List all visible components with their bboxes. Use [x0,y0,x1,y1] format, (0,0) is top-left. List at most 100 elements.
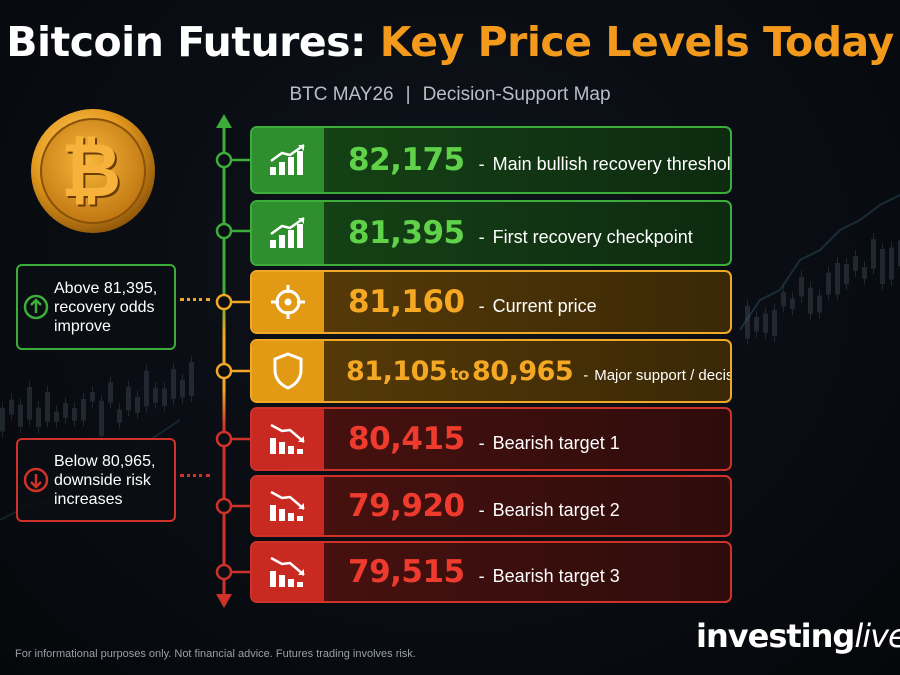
level-dash: - [478,566,485,586]
level-label: Bearish target 1 [492,433,620,453]
page-title: Bitcoin Futures: Key Price Levels Today [0,18,900,66]
connector-dots-down [180,474,210,477]
level-price: 82,175 [348,142,465,178]
page-subtitle: BTC MAY26 | Decision-Support Map [0,84,900,106]
level-label: Current price [492,296,597,316]
level-dash: - [478,296,485,316]
bg-candle [0,407,5,432]
bg-candle [45,391,50,422]
bg-candle [745,305,750,339]
support-price-to: to [450,364,470,385]
bg-candle [889,247,894,280]
arrow-down-circle-icon [18,467,54,493]
bg-candle [117,409,122,423]
note-below-level: Below 80,965, downside risk increases [16,438,176,522]
level-price: 81,160 [348,284,465,320]
trend-up-icon [252,202,324,264]
bg-candle [81,398,86,421]
level-row-bearish-1: 80,415 - Bearish target 1 [250,407,732,471]
level-price: 79,920 [348,488,465,524]
level-row-bearish-2: 79,920 - Bearish target 2 [250,475,732,537]
arrow-up-circle-icon [18,294,54,320]
level-dash: - [583,366,589,384]
bg-candle [72,408,77,421]
bg-candle [799,276,804,297]
subtitle-separator: | [405,84,411,105]
bg-candle [63,403,68,418]
axis-node [215,497,233,515]
bg-candle [835,262,840,295]
note-above-text: Above 81,395, recovery odds improve [54,279,158,335]
bg-candle [898,240,900,267]
support-price-low: 81,105 [346,355,448,387]
trend-down-icon [252,477,324,535]
axis-node [215,151,233,169]
bg-candle [9,399,14,415]
bg-candle [826,272,831,295]
bg-candle [27,387,32,420]
bg-candle [880,248,885,285]
bg-candle [189,362,194,397]
title-main: Bitcoin Futures: [6,18,366,66]
level-price: 80,415 [348,421,465,457]
brand-logo: investinglive [696,617,900,655]
axis-node [215,293,233,311]
bg-candle [844,263,849,285]
axis-node [215,430,233,448]
bg-candle [144,370,149,407]
axis-node [215,222,233,240]
bg-candle [754,316,759,332]
bg-candle [808,287,813,314]
bg-candle [36,407,41,428]
axis-node [215,362,233,380]
level-label: Main bullish recovery threshold [492,154,732,174]
level-label: Major support / decision zone [594,366,730,384]
bg-candle [90,392,95,402]
connector-dots-up [180,298,210,301]
level-axis [215,114,250,608]
bg-candle [99,400,104,436]
svg-text:₿: ₿ [61,128,121,214]
level-price: 79,515 [348,554,465,590]
bg-candle [153,388,158,403]
axis-node [215,563,233,581]
level-dash: - [478,227,485,247]
bg-candle [126,386,131,411]
level-dash: - [478,433,485,453]
svg-text:₿: ₿ [63,130,123,216]
bg-candle [772,309,777,337]
bg-candle [54,411,59,422]
bg-candle [817,295,822,313]
subtitle-contract: BTC MAY26 [289,84,394,105]
level-dash: - [478,500,485,520]
level-label: Bearish target 2 [492,500,620,520]
bg-candle [763,313,768,333]
bg-candle [871,239,876,269]
trend-down-icon [252,409,324,469]
level-label: Bearish target 3 [492,566,620,586]
bitcoin-coin-icon: ₿ ₿ [31,109,155,233]
note-above-level: Above 81,395, recovery odds improve [16,264,176,350]
level-label: First recovery checkpoint [492,227,693,247]
bg-candle [171,369,176,399]
level-price: 81,395 [348,215,465,251]
axis-up-arrow-icon [216,114,232,128]
support-price-high: 80,965 [472,355,574,387]
bg-candle [108,382,113,403]
level-row-bullish-threshold: 82,175 - Main bullish recovery threshold [250,126,732,194]
disclaimer: For informational purposes only. Not fin… [15,648,416,660]
axis-down-arrow-icon [216,594,232,608]
crosshair-icon [252,272,324,332]
bg-candle [781,292,786,307]
trend-down-icon [252,543,324,601]
level-dash: - [478,154,485,174]
level-row-current-price: 81,160 - Current price [250,270,732,334]
bg-candle [18,404,23,427]
bg-candle [790,298,795,310]
bg-candle [862,267,867,279]
level-row-bearish-3: 79,515 - Bearish target 3 [250,541,732,603]
trend-up-icon [252,128,324,192]
bg-candle [853,256,858,271]
